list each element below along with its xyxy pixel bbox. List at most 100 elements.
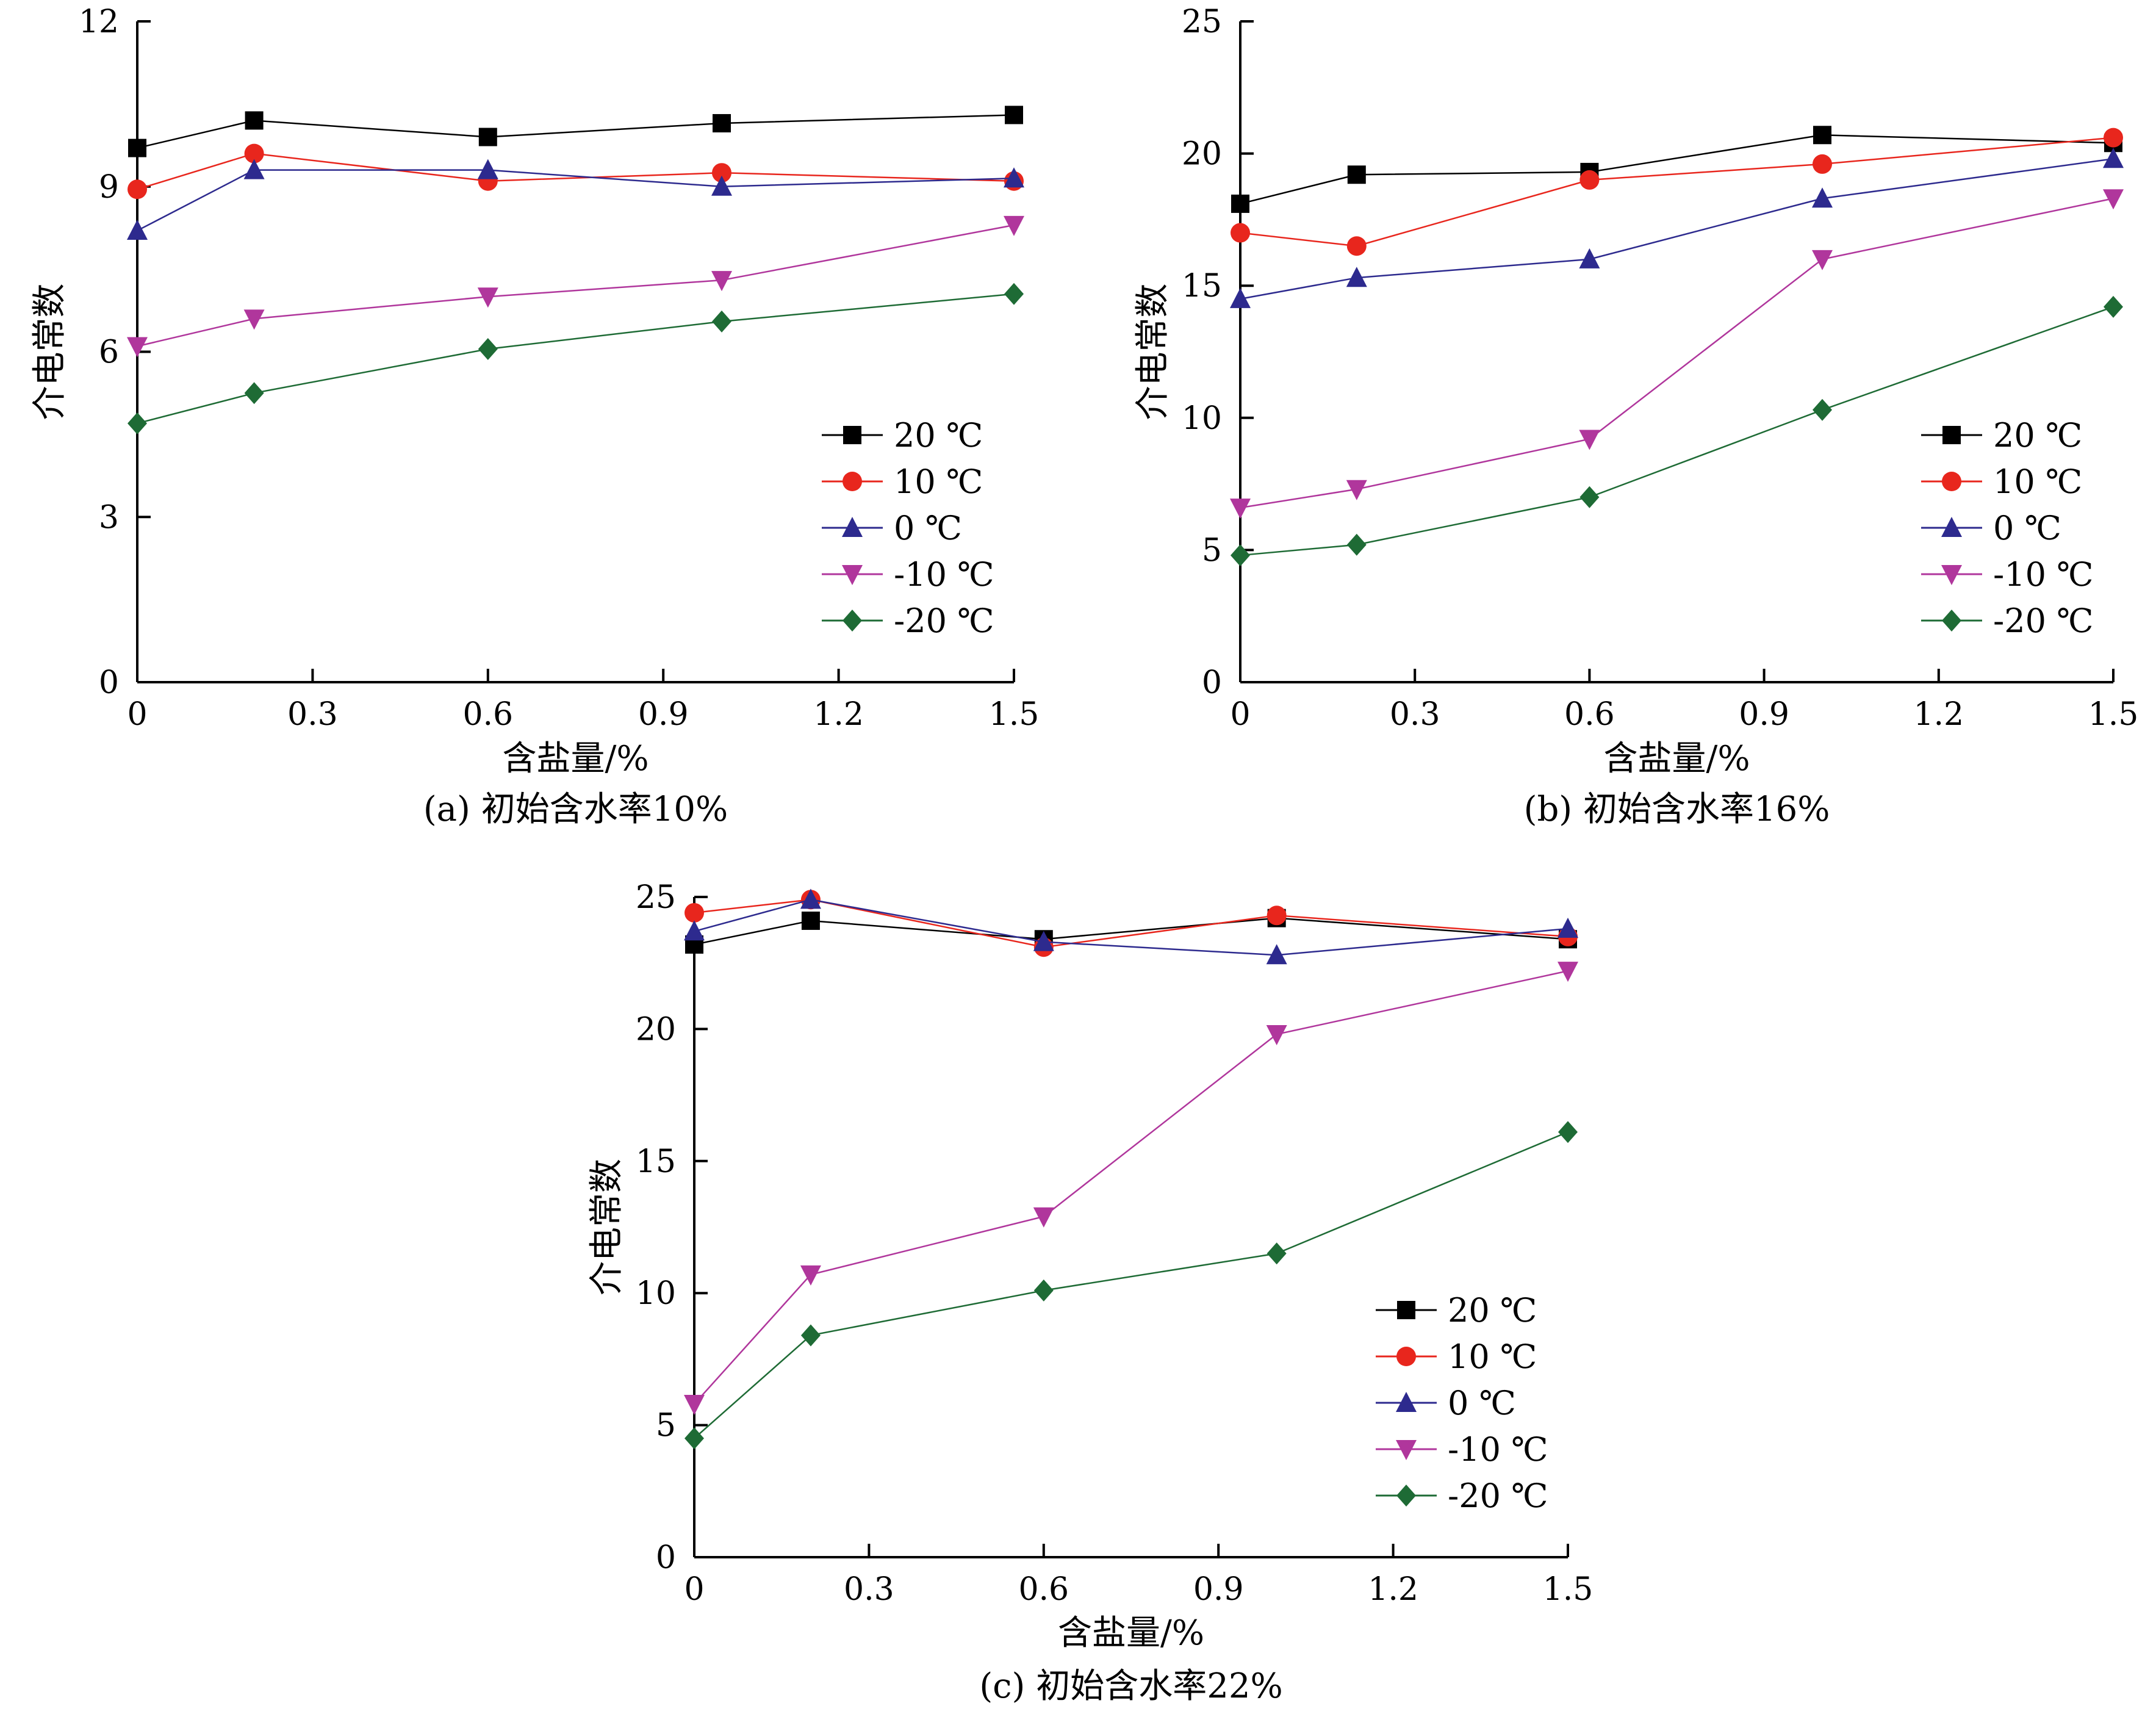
x-tick-label: 1.2 bbox=[1913, 696, 1964, 733]
legend-label: 20 ℃ bbox=[894, 416, 983, 455]
x-tick-label: 0.3 bbox=[1390, 696, 1440, 733]
data-point bbox=[685, 902, 704, 923]
series-line-0 bbox=[1240, 134, 2114, 205]
data-point bbox=[243, 309, 265, 330]
data-point bbox=[1267, 906, 1287, 926]
y-tick-label: 5 bbox=[1202, 532, 1222, 569]
data-point bbox=[800, 1324, 821, 1347]
data-point bbox=[1004, 283, 1024, 305]
data-point bbox=[1004, 167, 1024, 188]
data-point bbox=[1033, 1207, 1054, 1228]
legend-label: -20 ℃ bbox=[1993, 602, 2094, 640]
legend-marker bbox=[843, 472, 862, 491]
data-point bbox=[478, 337, 498, 360]
legend-label: -20 ℃ bbox=[1448, 1477, 1548, 1515]
panel-c: 0 5 10 15 20 25 0 0.3 0.6 0.9 1.2 1.5 含盐量/% 介电常数 (c) 初… bbox=[587, 879, 1593, 1706]
y-tick-label: 25 bbox=[636, 879, 676, 916]
data-point bbox=[800, 888, 821, 909]
data-point bbox=[1266, 1025, 1287, 1046]
y-axis-label: 介电常数 bbox=[1133, 284, 1173, 420]
legend-marker bbox=[842, 565, 863, 585]
panel-caption: (b) 初始含水率16% bbox=[1524, 790, 1830, 829]
series-line-3 bbox=[137, 224, 1015, 347]
y-tick-label: 5 bbox=[656, 1408, 676, 1444]
y-axis-label: 介电常数 bbox=[587, 1159, 627, 1295]
y-tick-label: 15 bbox=[1182, 268, 1222, 304]
y-tick-label: 3 bbox=[99, 499, 119, 536]
x-axis-label: 含盐量/% bbox=[1603, 739, 1750, 779]
panel-caption: (c) 初始含水率22% bbox=[979, 1666, 1282, 1706]
x-tick-label: 1.5 bbox=[1543, 1571, 1594, 1608]
x-tick-label: 1.2 bbox=[1368, 1571, 1418, 1608]
legend-label: 10 ℃ bbox=[1448, 1338, 1537, 1376]
x-axis-label: 含盐量/% bbox=[1058, 1613, 1204, 1653]
data-point bbox=[2103, 189, 2124, 210]
data-point bbox=[1005, 106, 1023, 124]
data-point bbox=[1033, 1279, 1054, 1302]
legend-marker bbox=[1942, 426, 1961, 444]
legend-label: -10 ℃ bbox=[1448, 1430, 1548, 1469]
y-tick-label: 15 bbox=[636, 1143, 676, 1180]
legend-label: 0 ℃ bbox=[894, 509, 962, 547]
data-point bbox=[1812, 250, 1833, 270]
y-tick-label: 9 bbox=[99, 169, 119, 206]
y-tick-label: 10 bbox=[1182, 400, 1222, 437]
data-point bbox=[128, 412, 147, 434]
series-line-1 bbox=[137, 153, 1015, 190]
x-tick-label: 0.6 bbox=[462, 696, 513, 733]
y-tick-label: 12 bbox=[79, 4, 119, 40]
y-tick-label: 6 bbox=[99, 334, 119, 371]
data-point bbox=[712, 163, 731, 183]
data-point bbox=[244, 382, 264, 405]
data-point bbox=[243, 159, 265, 179]
legend-marker bbox=[1941, 565, 1962, 585]
data-point bbox=[1813, 126, 1831, 145]
data-point bbox=[2103, 148, 2124, 168]
series-line-1 bbox=[1240, 137, 2114, 247]
data-point bbox=[685, 1427, 704, 1450]
data-point bbox=[1579, 248, 1600, 268]
legend-marker bbox=[1942, 472, 1961, 491]
data-point bbox=[2104, 295, 2123, 318]
data-point bbox=[711, 271, 732, 292]
data-point bbox=[1558, 1121, 1578, 1143]
data-point bbox=[1231, 194, 1249, 213]
legend-marker bbox=[1941, 517, 1962, 537]
data-point bbox=[1267, 1242, 1287, 1265]
data-point bbox=[477, 287, 498, 308]
y-tick-label: 10 bbox=[636, 1275, 676, 1312]
y-tick-label: 25 bbox=[1182, 4, 1222, 40]
data-point bbox=[684, 920, 705, 941]
data-point bbox=[711, 175, 732, 196]
data-point bbox=[1579, 486, 1600, 508]
data-point bbox=[1346, 267, 1367, 287]
legend-label: 10 ℃ bbox=[1993, 463, 2082, 501]
data-point bbox=[1004, 215, 1024, 236]
x-tick-label: 1.5 bbox=[989, 696, 1040, 733]
y-axis-label: 介电常数 bbox=[30, 284, 70, 420]
data-point bbox=[1231, 223, 1250, 243]
data-point bbox=[1558, 917, 1578, 938]
data-point bbox=[244, 143, 264, 164]
data-point bbox=[801, 911, 820, 930]
series-line-2 bbox=[1240, 158, 2114, 300]
series-line-4 bbox=[694, 1131, 1568, 1439]
data-point bbox=[1579, 170, 1600, 190]
legend-label: 20 ℃ bbox=[1993, 416, 2082, 455]
data-point bbox=[477, 159, 498, 179]
legend-marker bbox=[843, 426, 861, 444]
x-tick-label: 1.5 bbox=[2088, 696, 2139, 733]
x-tick-label: 1.2 bbox=[813, 696, 864, 733]
panel-a: 0 3 6 9 12 0 0.3 0.6 0.9 1.2 1.5 含盐量/% 介电常数 (a) 初始含水率… bbox=[30, 4, 1039, 829]
x-tick-label: 0.6 bbox=[1564, 696, 1615, 733]
legend-label: 0 ℃ bbox=[1448, 1384, 1516, 1422]
x-tick-label: 0.3 bbox=[844, 1571, 894, 1608]
data-point bbox=[245, 111, 264, 130]
legend-marker bbox=[1396, 1440, 1417, 1460]
data-point bbox=[713, 113, 731, 132]
data-point bbox=[684, 1394, 705, 1415]
data-point bbox=[127, 337, 148, 358]
series-line-0 bbox=[137, 114, 1015, 149]
data-point bbox=[1346, 533, 1367, 556]
